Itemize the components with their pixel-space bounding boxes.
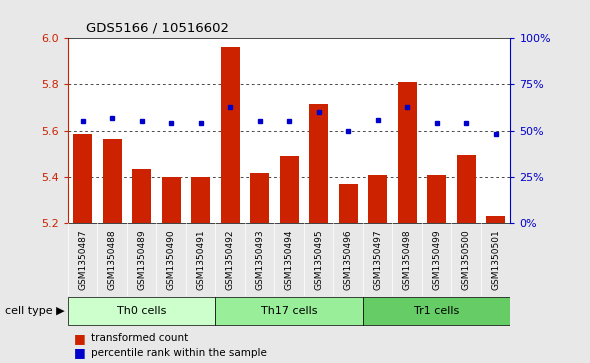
Text: percentile rank within the sample: percentile rank within the sample [91,348,267,358]
FancyBboxPatch shape [363,297,510,325]
Text: GSM1350494: GSM1350494 [284,229,294,290]
Text: GSM1350492: GSM1350492 [225,229,235,290]
Bar [250,174,269,223]
Text: GSM1350501: GSM1350501 [491,229,500,290]
Text: ■: ■ [74,332,86,344]
Bar [427,175,446,223]
Text: GSM1350496: GSM1350496 [343,229,353,290]
Text: transformed count: transformed count [91,333,189,343]
Text: GSM1350499: GSM1350499 [432,229,441,290]
Bar [191,177,210,223]
Bar [368,175,387,223]
FancyBboxPatch shape [215,297,363,325]
Text: GSM1350489: GSM1350489 [137,229,146,290]
Text: GSM1350488: GSM1350488 [107,229,117,290]
FancyBboxPatch shape [68,297,215,325]
Text: Th17 cells: Th17 cells [261,306,317,316]
Text: GSM1350498: GSM1350498 [402,229,412,290]
Bar [73,134,92,223]
Bar [398,82,417,223]
Text: GSM1350497: GSM1350497 [373,229,382,290]
Bar [309,104,328,223]
Text: GDS5166 / 10516602: GDS5166 / 10516602 [86,21,228,34]
Text: cell type ▶: cell type ▶ [5,306,65,316]
Text: Th0 cells: Th0 cells [117,306,166,316]
Text: GSM1350491: GSM1350491 [196,229,205,290]
Bar [162,177,181,223]
Text: GSM1350490: GSM1350490 [166,229,176,290]
Bar [457,155,476,223]
Text: GSM1350493: GSM1350493 [255,229,264,290]
Text: Tr1 cells: Tr1 cells [414,306,459,316]
Bar [486,216,505,223]
Bar [280,156,299,223]
Bar [339,184,358,223]
Bar [103,139,122,223]
Text: GSM1350500: GSM1350500 [461,229,471,290]
Bar [221,47,240,223]
Text: GSM1350495: GSM1350495 [314,229,323,290]
Bar [132,169,151,223]
Text: GSM1350487: GSM1350487 [78,229,87,290]
Text: ■: ■ [74,346,86,359]
